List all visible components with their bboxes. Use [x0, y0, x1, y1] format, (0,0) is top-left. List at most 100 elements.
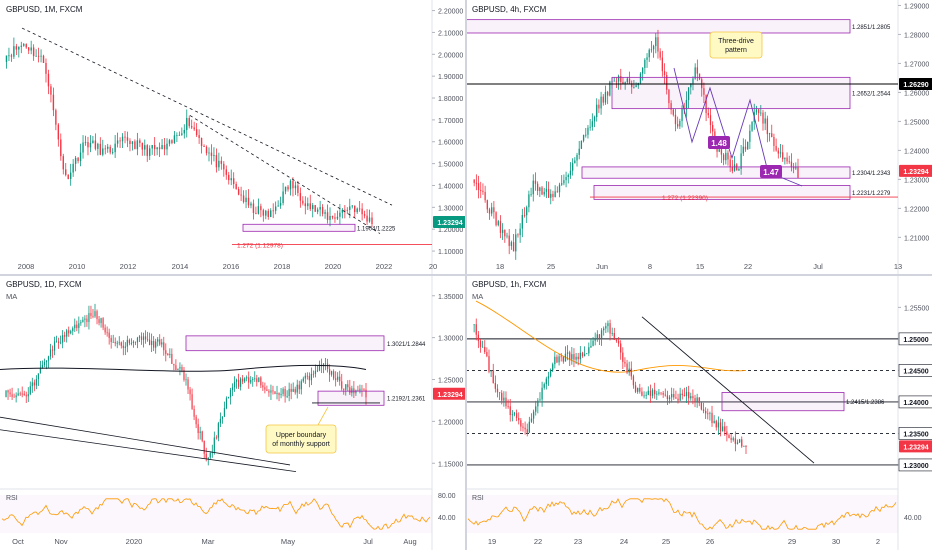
candle-body	[187, 379, 189, 390]
time-tick-label: 23	[574, 537, 582, 546]
price-tick-label: 1.20000	[438, 419, 463, 426]
price-tick-label: 1.35000	[438, 294, 463, 301]
candle-body	[668, 89, 670, 104]
chart-panel-4h[interactable]: GBPUSD, 4h, FXCM 1.29000 1.28000 1.27000 1.2…	[466, 0, 932, 275]
time-tick-label: 2	[876, 537, 880, 546]
candle-body	[588, 347, 590, 354]
time-tick-label: 13	[894, 262, 902, 271]
candle-body	[635, 85, 637, 88]
candle-body	[153, 145, 156, 150]
candle-body	[493, 207, 495, 213]
rsi-tick-label: 40.00	[438, 515, 456, 522]
candle-body	[728, 435, 730, 439]
candle-body	[539, 187, 541, 191]
candle-body	[358, 208, 361, 210]
candle-body	[288, 388, 290, 397]
candle-body	[363, 389, 365, 391]
price-tick-label: 1.26000	[904, 90, 929, 97]
supply-demand-zone	[185, 335, 385, 352]
price-tick-label: 1.15000	[438, 461, 463, 468]
candle-body	[596, 104, 598, 118]
candle-body	[203, 145, 205, 147]
price-tick-label: 1.24000	[904, 148, 929, 155]
chart-panel-daily[interactable]: GBPUSD, 1D, FXCM MA 1.35000 1.30000 1.25000 1…	[0, 275, 466, 550]
candle-body	[107, 146, 109, 149]
candle-body	[707, 413, 709, 415]
ratio-badge	[760, 165, 782, 178]
candle-body	[574, 160, 576, 164]
candle-body	[74, 324, 76, 329]
candle-body	[176, 135, 178, 137]
chart-panel-monthly[interactable]: GBPUSD, 1M, FXCM 2.20000 2.10000 2.00000 1.9…	[0, 0, 466, 275]
candle-body	[264, 387, 266, 390]
candle-body	[779, 152, 782, 154]
candle-body	[314, 370, 317, 375]
candle-body	[742, 146, 744, 154]
last-price-label: 1.23294	[903, 169, 928, 176]
panel-divider-horizontal[interactable]	[0, 274, 932, 276]
candle-body	[668, 397, 671, 400]
candle-body	[351, 205, 353, 207]
candle-body	[784, 157, 786, 160]
support-trendline	[0, 416, 291, 466]
candle-body	[292, 180, 294, 189]
candle-body	[670, 103, 672, 110]
candle-body	[100, 318, 102, 324]
candle-body	[69, 172, 72, 180]
candle-body	[526, 207, 528, 216]
candle-body	[13, 46, 15, 57]
candle-body	[632, 376, 635, 386]
candle-body	[694, 398, 696, 402]
candle-body	[724, 426, 726, 432]
candle-body	[282, 191, 284, 204]
candle-body	[581, 352, 584, 357]
candle-body	[278, 392, 280, 396]
candle-body	[473, 324, 475, 326]
candle-body	[312, 373, 315, 375]
candle-body	[717, 422, 720, 428]
candle-body	[201, 431, 203, 441]
candle-body	[671, 394, 673, 398]
candle-body	[511, 414, 514, 416]
time-tick-label: 2020	[325, 262, 342, 271]
candle-body	[694, 67, 696, 79]
candle-body	[545, 378, 547, 385]
price-tick-label: 1.20000	[438, 227, 463, 234]
candle-body	[232, 178, 235, 184]
candle-body	[488, 209, 491, 214]
candle-body	[144, 145, 146, 150]
candle-body	[571, 163, 574, 171]
candle-body	[250, 379, 252, 383]
candle-body	[626, 363, 628, 373]
time-tick-label: Oct	[12, 537, 25, 546]
candle-body	[337, 376, 339, 380]
supply-demand-zone	[317, 390, 385, 406]
candle-body	[354, 205, 356, 213]
time-tick-label: Jul	[813, 262, 823, 271]
candle-body	[515, 234, 517, 252]
indicator-label: MA	[472, 292, 483, 301]
candle-body	[310, 373, 312, 381]
candle-body	[294, 389, 296, 393]
candle-body	[29, 386, 31, 395]
candle-body	[213, 437, 215, 452]
candle-body	[341, 381, 343, 389]
candle-body	[52, 94, 55, 111]
candle-body	[321, 207, 324, 214]
candle-body	[235, 183, 237, 190]
candle-body	[31, 382, 33, 387]
chart-panel-1h[interactable]: GBPUSD, 1h, FXCM MA 1.25500 1.25000 1.24500 1…	[466, 275, 932, 550]
candle-body	[111, 152, 114, 153]
candle-body	[654, 389, 656, 395]
candle-body	[751, 121, 753, 131]
candle-body	[346, 209, 349, 211]
candle-body	[615, 340, 618, 341]
candle-body	[736, 164, 738, 171]
candle-body	[256, 378, 258, 382]
candle-body	[200, 138, 203, 146]
candle-body	[331, 371, 333, 375]
candle-body	[40, 55, 42, 57]
candle-body	[666, 395, 669, 400]
candle-body	[617, 75, 620, 82]
candle-body	[277, 205, 279, 207]
